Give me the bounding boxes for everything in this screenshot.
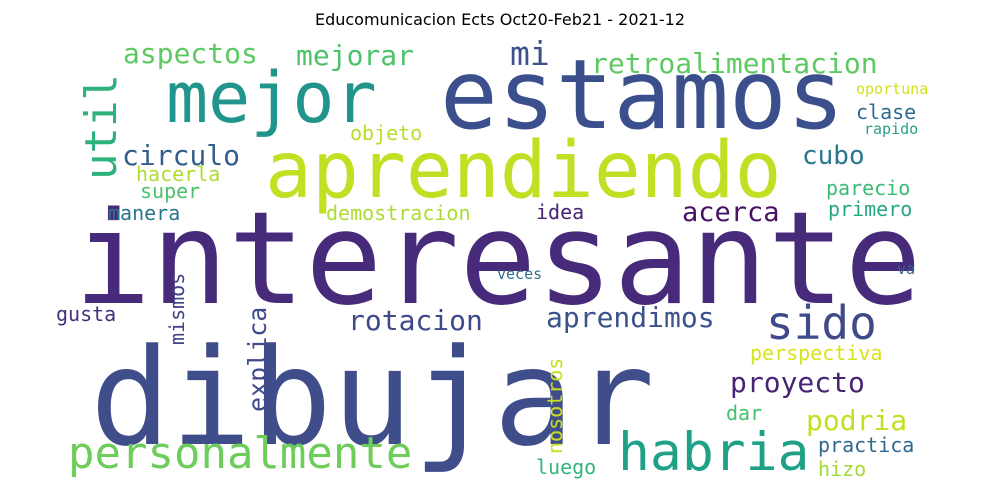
word-rotacion: rotacion (348, 304, 483, 337)
word-estamos: estamos (440, 39, 845, 151)
word-manera: manera (108, 201, 180, 225)
word-nosotros: nosotros (543, 358, 567, 454)
word-mejorar: mejorar (296, 39, 414, 72)
word-podria: podria (806, 404, 907, 437)
word-perspectiva: perspectiva (750, 341, 882, 365)
word-luego: luego (536, 455, 596, 479)
word-objeto: objeto (350, 121, 422, 145)
word-acerca: acerca (682, 197, 780, 228)
word-personalmente: personalmente (68, 428, 412, 479)
word-mi: mi (510, 34, 550, 73)
word-retroalimentacion: retroalimentacion (591, 47, 878, 80)
word-proyecto: proyecto (730, 366, 865, 399)
word-clase: clase (856, 100, 916, 124)
word-cubo: cubo (802, 141, 865, 171)
word-dibujar: dibujar (90, 320, 655, 476)
word-aprendimos: aprendimos (546, 301, 715, 334)
word-circulo: circulo (122, 139, 240, 172)
word-practica: practica (818, 433, 914, 457)
word-super: super (140, 179, 200, 203)
word-primero: primero (828, 197, 912, 221)
word-demostracion: demostracion (326, 201, 471, 225)
word-oportuna: oportuna (856, 80, 928, 98)
word-aprendiendo: aprendiendo (265, 126, 782, 216)
word-rapido: rapido (864, 120, 918, 138)
chart-title: Educomunicacion Ects Oct20-Feb21 - 2021-… (314, 10, 686, 29)
word-aspectos: aspectos (123, 37, 258, 70)
word-explica: explica (243, 307, 272, 412)
word-util: util (76, 74, 127, 180)
word-hizo: hizo (818, 457, 866, 481)
word-idea: idea (536, 200, 584, 224)
word-gusta: gusta (56, 302, 116, 326)
word-parecio: parecio (826, 176, 910, 200)
word-va: va (897, 260, 915, 278)
word-interesante: interesante (74, 185, 922, 334)
word-mismos: mismos (165, 273, 189, 345)
word-habria: habria (618, 422, 809, 483)
word-dar: dar (726, 401, 762, 425)
word-sido: sido (766, 296, 877, 350)
word-veces: veces (497, 265, 542, 283)
word-mejor: mejor (166, 57, 377, 139)
word-hacerla: hacerla (136, 162, 220, 186)
